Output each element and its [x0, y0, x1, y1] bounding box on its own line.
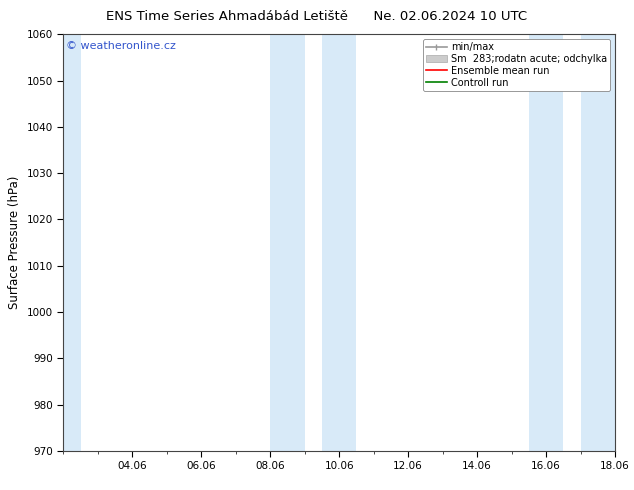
- Bar: [529, 34, 563, 451]
- Y-axis label: Surface Pressure (hPa): Surface Pressure (hPa): [8, 176, 21, 309]
- Text: ENS Time Series Ahmadábád Letiště      Ne. 02.06.2024 10 UTC: ENS Time Series Ahmadábád Letiště Ne. 02…: [107, 10, 527, 23]
- Bar: [63, 34, 81, 451]
- Bar: [322, 34, 356, 451]
- Text: © weatheronline.cz: © weatheronline.cz: [66, 41, 176, 50]
- Legend: min/max, Sm  283;rodatn acute; odchylka, Ensemble mean run, Controll run: min/max, Sm 283;rodatn acute; odchylka, …: [423, 39, 610, 91]
- Bar: [270, 34, 305, 451]
- Bar: [581, 34, 615, 451]
